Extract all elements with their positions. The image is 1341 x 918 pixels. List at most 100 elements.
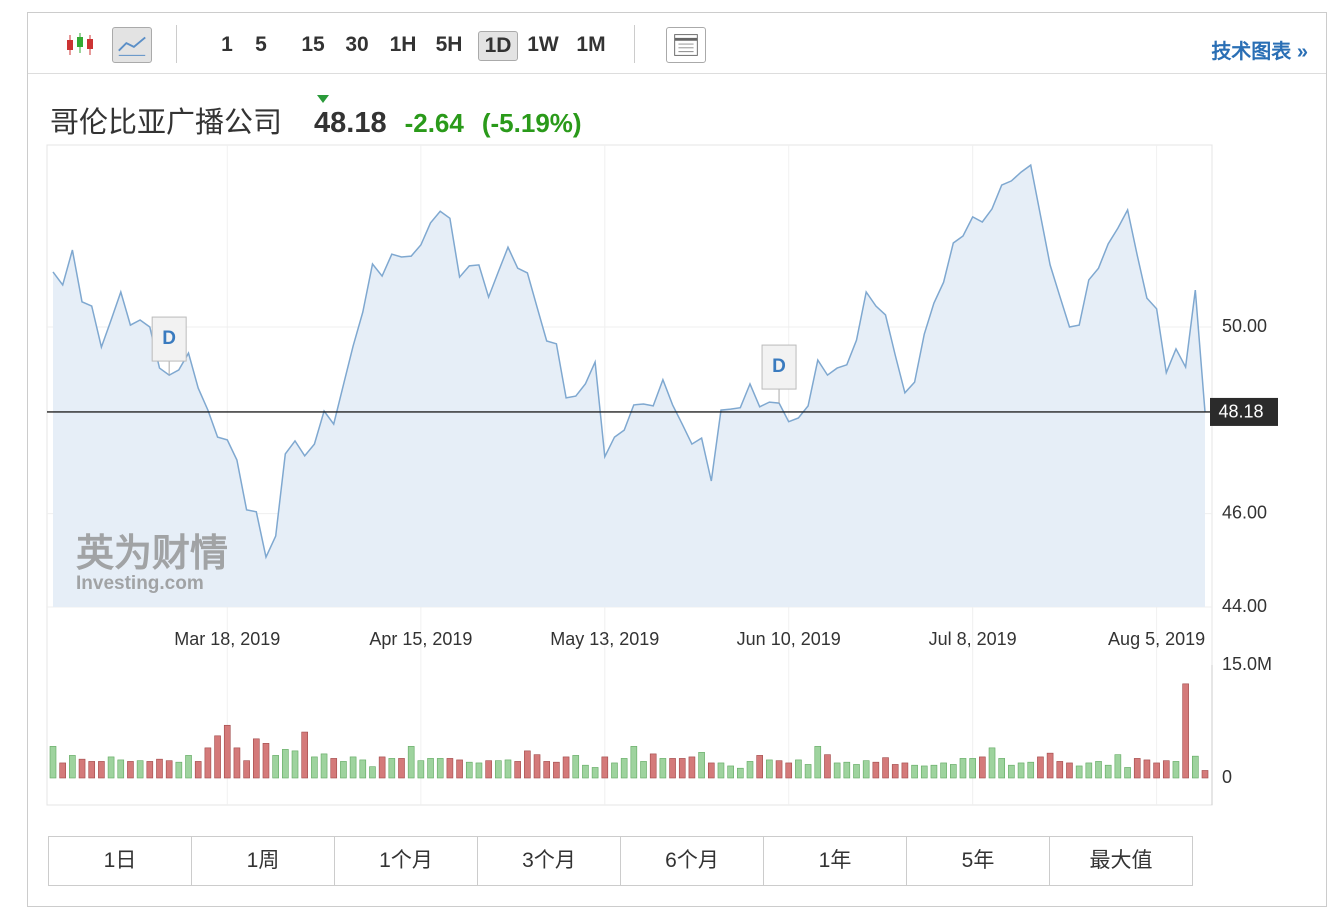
volume-bar [427, 758, 434, 779]
y-tick-label: 46.00 [1222, 502, 1267, 522]
volume-bar [959, 758, 967, 779]
toolbar: 1 5 15 30 1H 5H 1D 1W 1M 技术图表 » [28, 13, 1326, 74]
interval-button[interactable]: 30 [345, 33, 369, 56]
volume-bar [872, 761, 880, 779]
table-icon[interactable] [666, 27, 706, 63]
interval-button[interactable]: 1W [527, 33, 559, 56]
volume-bar [301, 731, 308, 779]
plot-frame [46, 144, 1213, 806]
volume-bar [243, 760, 250, 779]
volume-bar [1066, 762, 1073, 779]
y-tick-label: 50.00 [1222, 316, 1267, 336]
volume-bar [1124, 767, 1131, 779]
volume-bar [882, 757, 889, 779]
volume-bar [950, 764, 957, 779]
interval-button[interactable]: 5H [435, 33, 463, 56]
volume-bar [156, 758, 163, 779]
interval-button[interactable]: 15 [301, 33, 325, 56]
separator [634, 25, 635, 63]
volume-bar [998, 758, 1006, 779]
volume-bar [252, 738, 260, 779]
volume-bar [1017, 762, 1025, 779]
volume-bar [88, 761, 96, 779]
volume-bar [475, 762, 483, 779]
volume-bar [465, 761, 473, 779]
volume-bar [785, 762, 793, 779]
range-button[interactable]: 6个月 [621, 837, 764, 885]
volume-bar [436, 758, 444, 779]
range-button[interactable]: 最大值 [1089, 849, 1153, 872]
volume-bar [514, 761, 521, 779]
volume-bar [979, 756, 986, 779]
volume-bar [330, 758, 338, 779]
volume-bar [127, 761, 134, 779]
price-line [52, 163, 1206, 560]
volume-bar [1143, 759, 1151, 779]
volume-bar [572, 755, 580, 779]
volume-bar [1027, 761, 1035, 779]
line-icon[interactable] [112, 27, 152, 63]
interval-button[interactable]: 1D [478, 31, 518, 61]
range-button[interactable]: 1个月 [335, 837, 478, 885]
volume-bar [378, 756, 386, 779]
volume-bar [456, 759, 463, 779]
instrument-name: 哥伦比亚广播公司 [50, 107, 283, 139]
volume-bar [175, 761, 183, 779]
annotation-box [761, 344, 797, 390]
range-buttons: 1日 1周 1个月 3个月 6个月 1年 5年 最大值 [48, 836, 1193, 886]
volume-bar [727, 765, 734, 779]
candlestick-icon[interactable] [60, 27, 100, 63]
volume-bar [988, 747, 996, 779]
watermark: Investing.com [76, 573, 204, 594]
volume-bar [69, 755, 76, 779]
volume-bar [843, 761, 851, 779]
volume-bar [1056, 761, 1064, 779]
range-button[interactable]: 1日 [49, 837, 192, 885]
range-button[interactable]: 5年 [907, 837, 1050, 885]
volume-bar [59, 762, 66, 779]
volume-bar [262, 743, 270, 779]
volume-bar [117, 759, 125, 779]
volume-bar [282, 749, 289, 779]
volume-bar [223, 724, 231, 779]
interval-button[interactable]: 1 [221, 33, 233, 56]
volume-bar [862, 760, 870, 779]
volume-bar [388, 758, 396, 779]
volume-bar [1008, 764, 1015, 779]
interval-button[interactable]: 5 [255, 33, 267, 56]
x-tick-label: Jun 10, 2019 [737, 629, 841, 649]
last-price-label: 48.18 [1218, 402, 1263, 422]
down-icon [317, 95, 329, 103]
volume-bar [349, 756, 357, 779]
range-button[interactable]: 1周 [192, 837, 335, 885]
range-button[interactable]: 3个月 [478, 837, 621, 885]
interval-button[interactable]: 1M [576, 33, 606, 56]
volume-bar [717, 762, 725, 779]
interval-button[interactable]: 1H [389, 33, 417, 56]
x-tick-label: Apr 15, 2019 [369, 629, 472, 649]
volume-bar [533, 754, 541, 779]
x-tick-label: Aug 5, 2019 [1108, 629, 1205, 649]
volume-bar [369, 766, 376, 779]
volume-bar [98, 761, 105, 779]
volume-bar [678, 758, 686, 779]
volume-bar [1162, 760, 1170, 779]
volume-bar [1192, 755, 1199, 779]
technical-chart-link[interactable]: 技术图表 » [1211, 41, 1308, 63]
volume-bar [553, 761, 560, 779]
range-button[interactable]: 1年 [764, 837, 907, 885]
volume-bar [146, 761, 154, 779]
volume-bar [1182, 683, 1189, 779]
volume-bar [756, 755, 763, 779]
volume-bar [359, 759, 367, 779]
volume-bar [136, 760, 144, 779]
volume-bar [165, 760, 173, 779]
volume-bar [417, 760, 425, 779]
volume-bar [582, 764, 589, 779]
volume-bar [233, 747, 241, 779]
quote-header: 哥伦比亚广播公司 48.18 -2.64 (-5.19%) [50, 95, 600, 141]
volume-bar [504, 759, 512, 779]
widget-frame: 1 5 15 30 1H 5H 1D 1W 1M 技术图表 » 哥伦比亚广播公司 48.18 -2.… [27, 12, 1327, 907]
volume-bar [543, 761, 551, 779]
